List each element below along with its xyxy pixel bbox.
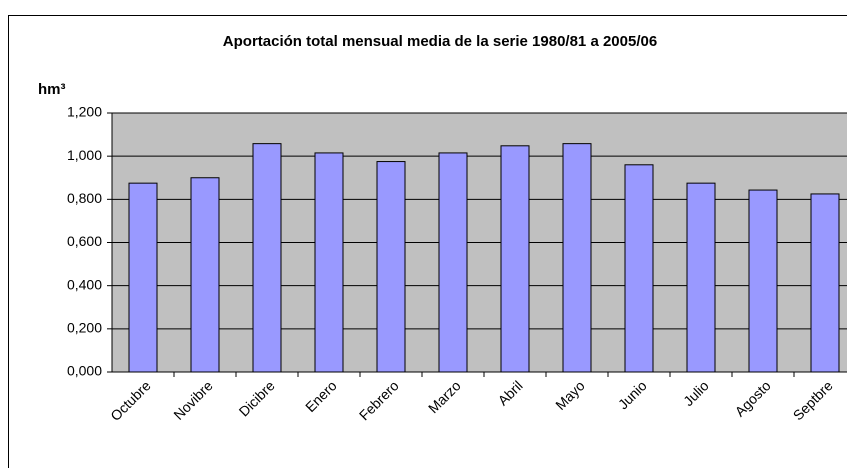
bar xyxy=(686,182,716,373)
bar xyxy=(190,177,220,373)
y-tick-label: 0,400 xyxy=(67,276,102,292)
y-tick-label: 0,600 xyxy=(67,233,102,249)
bar xyxy=(376,161,406,373)
bar xyxy=(128,182,158,373)
y-tick-label: 0,800 xyxy=(67,190,102,206)
bar xyxy=(624,164,654,373)
bar xyxy=(500,145,530,373)
chart-title: Aportación total mensual media de la ser… xyxy=(223,33,657,50)
bar xyxy=(562,143,592,373)
bar xyxy=(252,143,282,373)
bar xyxy=(314,152,344,373)
y-axis-label: hm³ xyxy=(38,81,66,98)
bar xyxy=(748,189,778,373)
y-tick-label: 0,200 xyxy=(67,320,102,336)
y-tick-label: 1,000 xyxy=(67,147,102,163)
bar xyxy=(438,152,468,373)
y-tick-label: 1,200 xyxy=(67,104,102,120)
y-tick-label: 0,000 xyxy=(67,363,102,379)
bar xyxy=(810,193,840,373)
